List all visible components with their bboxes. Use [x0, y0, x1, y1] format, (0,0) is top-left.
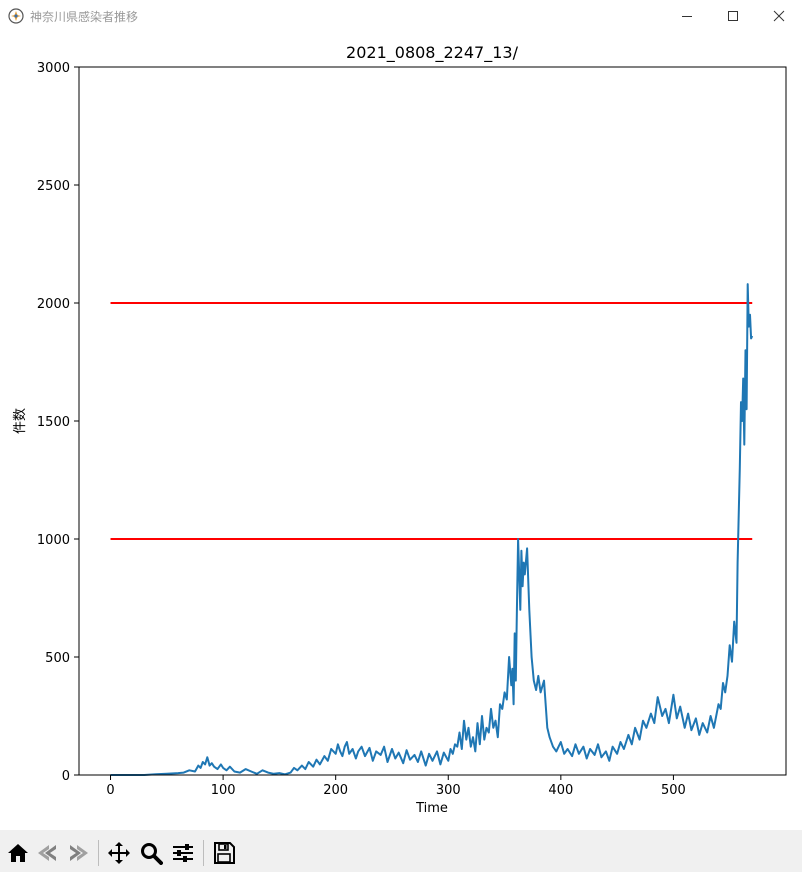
axes-frame — [78, 66, 787, 776]
x-tick-label: 200 — [323, 783, 348, 798]
chart-title: 2021_0808_2247_13/ — [346, 43, 519, 63]
x-axis-ticks: 0 100 200 300 400 500 — [106, 775, 686, 798]
y-tick-label: 2500 — [37, 179, 70, 194]
maximize-icon — [728, 10, 738, 21]
home-icon — [8, 844, 28, 862]
app-icon — [8, 8, 24, 24]
y-tick-label: 500 — [45, 651, 70, 666]
move-arrows-icon — [108, 842, 130, 864]
y-tick-label: 0 — [62, 769, 70, 784]
maximize-button[interactable] — [710, 0, 756, 31]
zoom-button[interactable] — [136, 838, 166, 868]
home-button[interactable] — [3, 838, 33, 868]
x-tick-label: 500 — [661, 783, 686, 798]
y-tick-label: 2000 — [37, 297, 70, 312]
pan-button[interactable] — [104, 838, 134, 868]
minimize-icon — [682, 15, 692, 17]
x-tick-label: 400 — [548, 783, 573, 798]
back-button[interactable] — [33, 838, 63, 868]
forward-button[interactable] — [63, 838, 93, 868]
toolbar-separator — [203, 840, 204, 866]
y-tick-label: 3000 — [37, 61, 70, 76]
x-tick-label: 100 — [211, 783, 236, 798]
forward-arrow-icon — [70, 845, 88, 861]
series-line — [110, 283, 754, 776]
x-tick-label: 0 — [106, 783, 114, 798]
toolbar-separator — [98, 840, 99, 866]
sliders-icon — [173, 844, 193, 862]
title-bar: 神奈川県感染者推移 — [0, 0, 802, 31]
y-axis-ticks: 0 500 1000 1500 2000 2500 3000 — [37, 61, 79, 784]
back-arrow-icon — [38, 845, 56, 861]
configure-subplots-button[interactable] — [168, 838, 198, 868]
y-tick-label: 1500 — [37, 415, 70, 430]
minimize-button[interactable] — [664, 0, 710, 31]
navigation-toolbar — [0, 830, 802, 872]
y-axis-label: 件数 — [13, 408, 28, 434]
close-icon — [773, 10, 785, 21]
magnifier-icon — [141, 843, 163, 865]
save-button[interactable] — [209, 838, 239, 868]
reference-lines — [110, 302, 753, 540]
window-title: 神奈川県感染者推移 — [30, 10, 139, 24]
floppy-disk-icon — [214, 842, 235, 864]
close-button[interactable] — [756, 0, 802, 31]
x-axis-label: Time — [415, 801, 448, 816]
y-tick-label: 1000 — [37, 533, 70, 548]
x-tick-label: 300 — [436, 783, 461, 798]
chart[interactable]: 2021_0808_2247_13/ 0 100 200 300 400 500 0 500… — [0, 31, 802, 830]
